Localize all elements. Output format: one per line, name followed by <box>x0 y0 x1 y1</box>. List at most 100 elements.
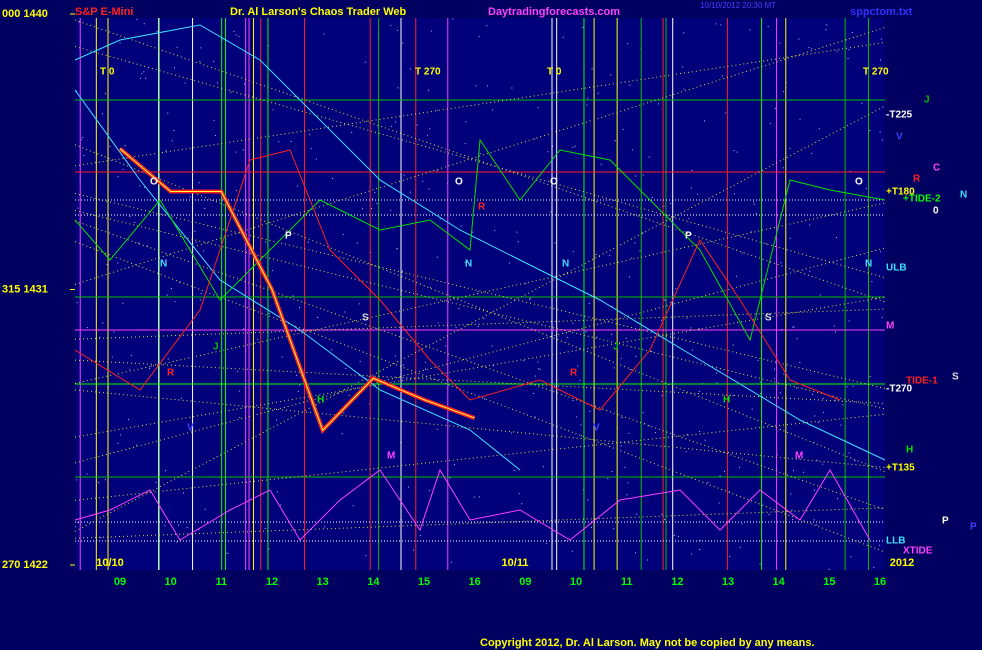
star <box>295 374 297 376</box>
annotation: R <box>913 174 921 185</box>
star <box>691 553 693 555</box>
copyright: Copyright 2012, Dr. Al Larson. May not b… <box>480 637 815 649</box>
star <box>77 207 79 209</box>
star <box>276 491 278 493</box>
star <box>272 269 274 271</box>
star <box>117 176 119 178</box>
star <box>828 568 830 570</box>
star <box>850 556 852 558</box>
star <box>534 375 536 377</box>
star <box>450 561 452 563</box>
star <box>716 372 718 374</box>
star <box>396 29 398 31</box>
star <box>264 528 266 530</box>
star <box>835 399 837 401</box>
star <box>130 354 132 356</box>
star <box>484 398 486 400</box>
star <box>792 519 794 521</box>
star <box>881 316 883 318</box>
star <box>759 393 761 395</box>
star <box>770 123 772 125</box>
star <box>129 368 131 370</box>
star <box>749 29 751 31</box>
star <box>848 49 850 51</box>
star <box>818 128 820 130</box>
star <box>539 368 541 370</box>
annotation: R <box>167 368 175 379</box>
star <box>403 174 405 176</box>
star <box>518 493 520 495</box>
star <box>736 151 738 153</box>
star <box>324 526 326 528</box>
star <box>244 83 246 85</box>
star <box>178 524 180 526</box>
annotation: N <box>465 259 472 270</box>
star <box>297 391 299 393</box>
star <box>699 431 701 433</box>
star <box>574 145 576 147</box>
star <box>332 178 334 180</box>
star <box>409 68 411 70</box>
star <box>629 369 631 371</box>
annotation: S <box>362 313 369 324</box>
star <box>76 479 78 481</box>
star <box>390 209 392 211</box>
annotation: P <box>685 231 692 242</box>
star <box>799 118 801 120</box>
star <box>842 404 844 406</box>
star <box>171 140 173 142</box>
star <box>117 442 119 444</box>
file-name: sppctom.txt <box>850 6 913 18</box>
annotation: P <box>970 522 977 533</box>
cycle-curve <box>74 89 521 471</box>
diagonal <box>74 210 886 410</box>
star <box>365 555 367 557</box>
star <box>795 387 797 389</box>
star <box>793 326 795 328</box>
x-tick-label: 16 <box>469 576 481 588</box>
star <box>483 318 485 320</box>
star <box>572 400 574 402</box>
star <box>651 351 653 353</box>
star <box>732 344 734 346</box>
star <box>119 434 121 436</box>
annotation: 0 <box>933 206 939 217</box>
star <box>779 42 781 44</box>
star <box>76 90 78 92</box>
star <box>167 358 169 360</box>
star <box>611 471 613 473</box>
star <box>692 349 694 351</box>
annotation: R <box>478 202 486 213</box>
annotation: T 270 <box>863 67 889 78</box>
star <box>351 131 353 133</box>
x-tick-label: 10 <box>570 576 582 588</box>
star <box>143 71 145 73</box>
star <box>510 432 512 434</box>
star <box>582 26 584 28</box>
star <box>195 241 197 243</box>
star <box>759 381 761 383</box>
star <box>290 140 292 142</box>
star <box>477 325 479 327</box>
annotation: M <box>886 321 894 332</box>
star <box>733 150 735 152</box>
star <box>571 550 573 552</box>
star <box>587 499 589 501</box>
star <box>755 213 757 215</box>
star <box>686 317 688 319</box>
star <box>648 156 650 158</box>
annotation: M <box>387 451 395 462</box>
star <box>167 112 169 114</box>
star <box>686 434 688 436</box>
annotation: +TIDE-2 <box>903 194 941 205</box>
star <box>759 563 761 565</box>
star <box>402 42 404 44</box>
star <box>823 411 825 413</box>
star <box>634 242 636 244</box>
star <box>854 460 856 462</box>
star <box>647 559 649 561</box>
star <box>292 295 294 297</box>
x-tick-label: 10 <box>165 576 177 588</box>
star <box>783 373 785 375</box>
